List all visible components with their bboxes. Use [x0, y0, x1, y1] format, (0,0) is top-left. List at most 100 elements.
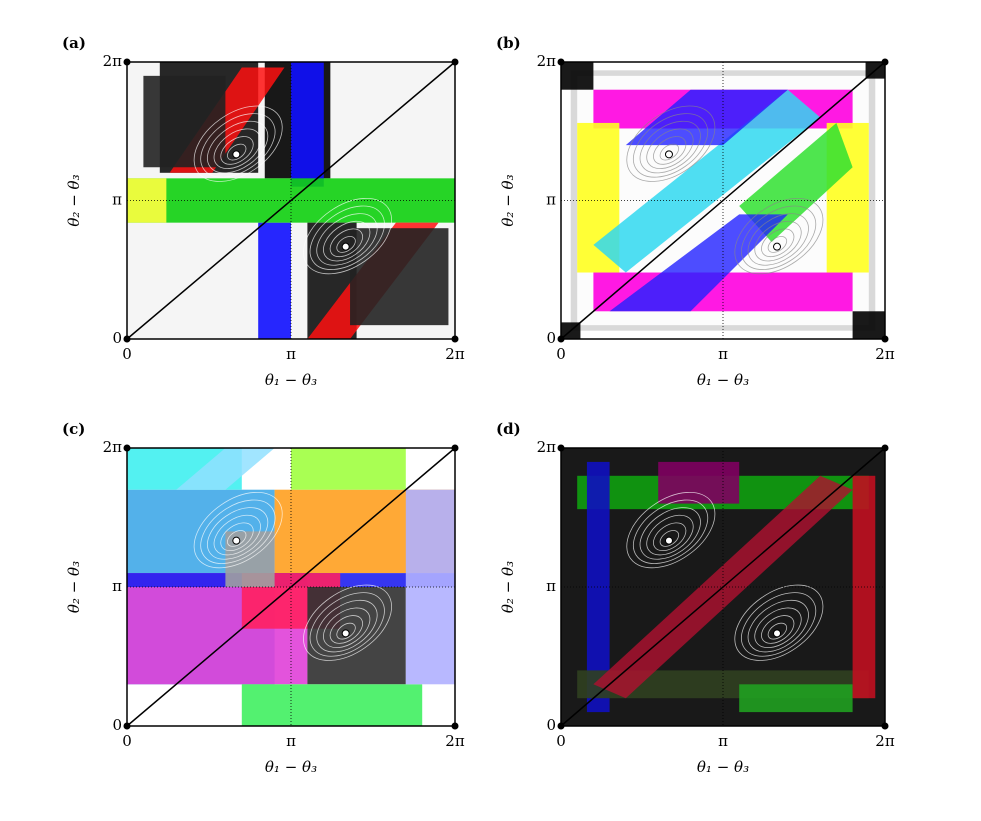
streamline — [207, 507, 269, 560]
streamline — [646, 514, 694, 556]
corner-dot — [557, 58, 565, 66]
color-region — [658, 461, 740, 504]
frame — [560, 447, 886, 727]
x-tick-label: 0 — [122, 732, 132, 750]
streamline — [323, 220, 371, 262]
streamline — [639, 507, 701, 560]
streamline — [639, 120, 701, 174]
streamline — [316, 599, 378, 653]
streamline — [754, 607, 802, 649]
streamline — [329, 615, 363, 644]
y-tick-label: π — [112, 191, 122, 209]
streamline — [213, 128, 261, 170]
color-region — [739, 684, 853, 713]
color-region — [852, 475, 876, 699]
y-tick-label: π — [112, 577, 122, 595]
streamline — [303, 584, 393, 661]
fixed-point — [664, 150, 673, 159]
x-axis-label: θ₁ − θ₃ — [265, 371, 317, 389]
streamline — [653, 522, 687, 552]
frame — [126, 447, 456, 727]
fixed-point — [773, 629, 782, 638]
streamline — [200, 113, 276, 178]
color-region — [143, 75, 226, 168]
corner-dot — [451, 444, 459, 452]
corner-dot — [123, 58, 131, 66]
streamline — [761, 228, 795, 258]
streamline — [207, 120, 269, 174]
streamline — [193, 105, 283, 182]
corner-dot — [451, 722, 459, 730]
y-axis-label: θ₂ − θ₃ — [499, 174, 517, 226]
panel-label: (d) — [496, 420, 521, 438]
streamline — [309, 205, 385, 270]
y-axis-label: θ₂ − θ₃ — [65, 174, 83, 226]
color-band — [625, 89, 788, 146]
y-tick-label: 0 — [546, 716, 556, 734]
y-axis-label: θ₂ − θ₃ — [499, 561, 517, 613]
y-tick-label: 0 — [112, 716, 122, 734]
x-tick-label: 0 — [556, 732, 566, 750]
streamline — [227, 143, 247, 161]
streamline — [227, 530, 247, 547]
x-axis-label: θ₁ − θ₃ — [697, 371, 749, 389]
fixed-point — [664, 536, 673, 545]
corner-dot — [881, 335, 889, 343]
color-region — [852, 311, 885, 339]
streamline — [734, 584, 824, 661]
corner-dot — [123, 722, 131, 730]
x-tick-label: 0 — [556, 345, 566, 363]
streamline — [646, 128, 694, 170]
streamline — [633, 499, 709, 564]
x-axis-label: θ₁ − θ₃ — [265, 758, 317, 776]
streamline — [741, 205, 817, 270]
x-tick-label: 2π — [445, 732, 465, 750]
y-axis-label: θ₂ − θ₃ — [65, 561, 83, 613]
y-tick-label: 2π — [103, 52, 123, 70]
corner-dot — [451, 335, 459, 343]
streamline — [767, 236, 788, 253]
streamline — [309, 592, 385, 657]
x-axis-label: θ₁ − θ₃ — [697, 758, 749, 776]
streamline — [761, 615, 795, 644]
color-region — [291, 448, 406, 490]
streamline — [747, 599, 809, 653]
corner-dot — [123, 444, 131, 452]
color-region — [258, 222, 291, 339]
streamline — [626, 491, 716, 569]
x-tick-label: 2π — [445, 345, 465, 363]
x-tick-label: π — [286, 732, 296, 750]
corner-dot — [557, 335, 565, 343]
streamline — [734, 197, 824, 275]
fixed-point — [341, 629, 350, 638]
fixed-point — [232, 150, 241, 159]
x-tick-label: 0 — [122, 345, 132, 363]
streamline — [329, 228, 363, 258]
color-band — [739, 122, 853, 243]
diagonal — [560, 61, 886, 340]
streamline — [303, 197, 393, 275]
x-tick-label: π — [718, 345, 728, 363]
streamline — [200, 499, 276, 564]
panel-label: (a) — [62, 34, 86, 52]
x-tick-label: 2π — [875, 732, 895, 750]
x-tick-label: π — [286, 345, 296, 363]
frame — [126, 61, 456, 340]
streamline — [659, 530, 680, 547]
streamline — [323, 607, 371, 649]
corner-dot — [451, 58, 459, 66]
y-tick-label: π — [546, 577, 556, 595]
color-band — [176, 448, 275, 490]
streamline — [336, 622, 356, 640]
diagonal — [560, 447, 886, 727]
color-region — [586, 461, 610, 713]
color-region — [291, 62, 324, 187]
panel-label: (b) — [496, 34, 521, 52]
diagonal — [126, 447, 456, 727]
streamline — [220, 522, 254, 552]
streamline — [213, 514, 261, 556]
color-region — [561, 62, 594, 90]
streamline — [754, 220, 802, 262]
color-region — [241, 684, 423, 726]
